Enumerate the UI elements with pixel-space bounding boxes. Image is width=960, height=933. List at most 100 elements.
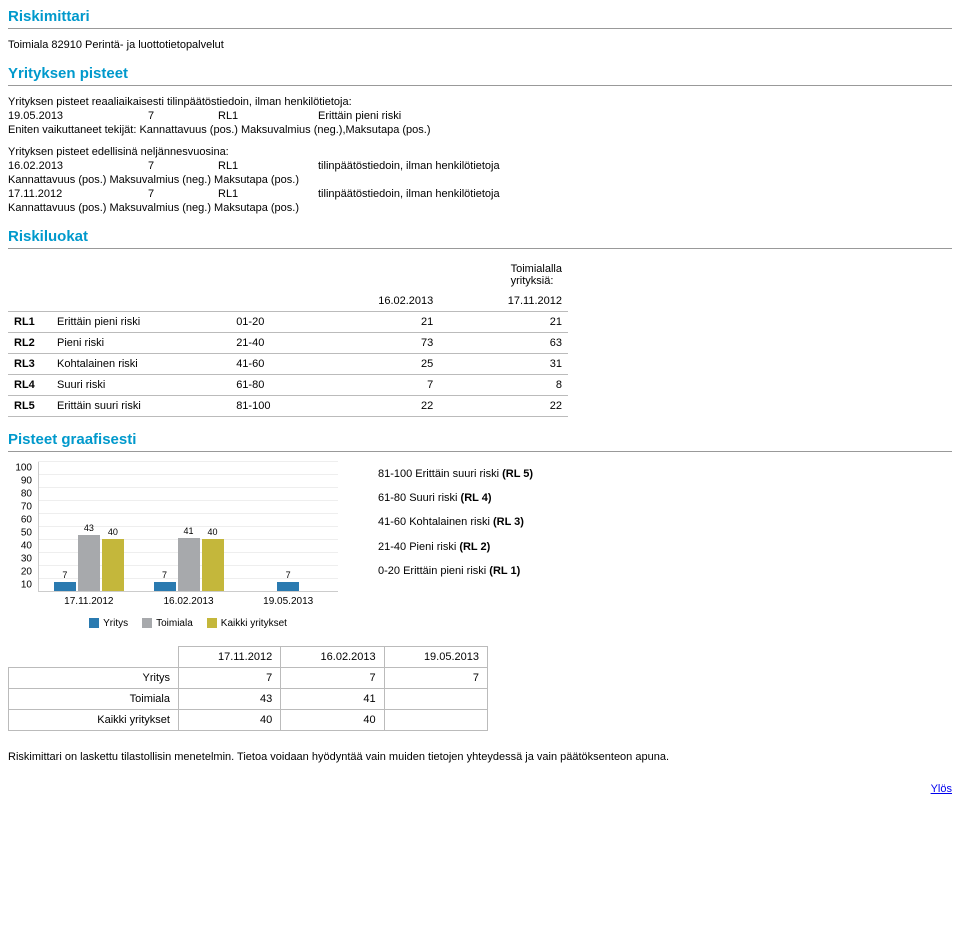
bar-yritys: 7: [54, 582, 76, 591]
pts-row-label: Yritys: [9, 668, 179, 689]
risk-range: 21-40: [230, 333, 310, 354]
risk-code: RL5: [8, 396, 51, 417]
y-tick: 60: [8, 515, 32, 526]
risk-range: 01-20: [230, 312, 310, 333]
bar-value-label: 43: [78, 523, 100, 533]
risk-name: Kohtalainen riski: [51, 354, 230, 375]
bar-value-label: 7: [277, 570, 299, 580]
risk-band-row: 21-40 Pieni riski (RL 2): [378, 535, 533, 559]
section-pisteet-graafisesti: Pisteet graafisesti: [8, 431, 952, 452]
risk-date-1: 16.02.2013: [311, 291, 440, 312]
legend-item: Toimiala: [142, 618, 193, 629]
bar-yritys: 7: [154, 582, 176, 591]
score: 7: [148, 110, 218, 122]
footnote: Riskimittari on laskettu tilastollisin m…: [8, 751, 952, 763]
bar-value-label: 40: [202, 527, 224, 537]
table-row: RL4Suuri riski61-8078: [8, 375, 568, 396]
risk-name: Erittäin pieni riski: [51, 312, 230, 333]
bar-group: 7434017.11.2012: [39, 462, 139, 591]
score: 7: [148, 188, 218, 200]
date: 19.05.2013: [8, 110, 148, 122]
rl: RL1: [218, 188, 318, 200]
risk-header: Toimialalla yrityksiä:: [311, 259, 568, 291]
pts-cell: 7: [179, 668, 281, 689]
pts-row-label: Kaikki yritykset: [9, 710, 179, 731]
risk-code: RL4: [8, 375, 51, 396]
pts-cell: 40: [179, 710, 281, 731]
score-row-q2: 17.11.2012 7 RL1 tilinpäätöstiedoin, ilm…: [8, 188, 952, 200]
risk-name: Pieni riski: [51, 333, 230, 354]
factors-now: Eniten vaikuttaneet tekijät: Kannattavuu…: [8, 124, 952, 136]
risk-band-row: 0-20 Erittäin pieni riski (RL 1): [378, 559, 533, 583]
pts-col-header: 19.05.2013: [384, 647, 487, 668]
risk-range: 81-100: [230, 396, 310, 417]
table-row: RL3Kohtalainen riski41-602531: [8, 354, 568, 375]
risk-code: RL3: [8, 354, 51, 375]
risk-class-table: Toimialalla yrityksiä: 16.02.2013 17.11.…: [8, 259, 568, 417]
risk-band-legend: 81-100 Erittäin suuri riski (RL 5)61-80 …: [378, 462, 533, 583]
pts-cell: 41: [281, 689, 384, 710]
y-tick: 40: [8, 541, 32, 552]
points-bar-chart: 102030405060708090100 7434017.11.2012741…: [8, 462, 338, 632]
score-row-now: 19.05.2013 7 RL1 Erittäin pieni riski: [8, 110, 952, 122]
toimiala-line: Toimiala 82910 Perintä- ja luottotietopa…: [8, 39, 952, 51]
desc: Erittäin pieni riski: [318, 110, 952, 122]
risk-v2: 31: [439, 354, 568, 375]
risk-range: 41-60: [230, 354, 310, 375]
risk-code: RL1: [8, 312, 51, 333]
up-link[interactable]: Ylös: [931, 783, 952, 795]
score-row-q1: 16.02.2013 7 RL1 tilinpäätöstiedoin, ilm…: [8, 160, 952, 172]
table-row: Kaikki yritykset4040: [9, 710, 488, 731]
risk-range: 61-80: [230, 375, 310, 396]
x-label: 16.02.2013: [139, 596, 239, 607]
risk-v1: 22: [311, 396, 440, 417]
y-tick: 100: [8, 463, 32, 474]
date: 17.11.2012: [8, 188, 148, 200]
table-row: RL1Erittäin pieni riski01-202121: [8, 312, 568, 333]
bar-kaikki: 40: [202, 539, 224, 591]
table-row: Yritys777: [9, 668, 488, 689]
pts-col-header: 16.02.2013: [281, 647, 384, 668]
y-tick: 10: [8, 580, 32, 591]
risk-v1: 73: [311, 333, 440, 354]
section-riskimittari: Riskimittari: [8, 8, 952, 29]
bar-toimiala: 41: [178, 538, 200, 591]
pts-cell: [384, 710, 487, 731]
pts-cell: 7: [281, 668, 384, 689]
bar-value-label: 7: [154, 570, 176, 580]
desc: tilinpäätöstiedoin, ilman henkilötietoja: [318, 188, 952, 200]
risk-v1: 7: [311, 375, 440, 396]
pts-col-header: 17.11.2012: [179, 647, 281, 668]
risk-date-2: 17.11.2012: [439, 291, 568, 312]
risk-v1: 21: [311, 312, 440, 333]
bar-value-label: 40: [102, 527, 124, 537]
desc: tilinpäätöstiedoin, ilman henkilötietoja: [318, 160, 952, 172]
rl: RL1: [218, 160, 318, 172]
realtime-line: Yrityksen pisteet reaaliaikaisesti tilin…: [8, 96, 952, 108]
risk-v2: 21: [439, 312, 568, 333]
risk-v2: 8: [439, 375, 568, 396]
risk-band-row: 81-100 Erittäin suuri riski (RL 5): [378, 462, 533, 486]
prev-quarters-line: Yrityksen pisteet edellisinä neljännesvu…: [8, 146, 952, 158]
y-tick: 90: [8, 476, 32, 487]
table-row: RL2Pieni riski21-407363: [8, 333, 568, 354]
legend-item: Kaikki yritykset: [207, 618, 287, 629]
section-riskiluokat: Riskiluokat: [8, 228, 952, 249]
pts-cell: [384, 689, 487, 710]
factors-q1: Kannattavuus (pos.) Maksuvalmius (neg.) …: [8, 174, 952, 186]
y-tick: 30: [8, 554, 32, 565]
pts-cell: 43: [179, 689, 281, 710]
bar-yritys: 7: [277, 582, 299, 591]
x-label: 19.05.2013: [238, 596, 338, 607]
pts-cell: 7: [384, 668, 487, 689]
bar-toimiala: 43: [78, 535, 100, 591]
risk-v2: 63: [439, 333, 568, 354]
points-table: 17.11.201216.02.201319.05.2013 Yritys777…: [8, 646, 488, 731]
factors-q2: Kannattavuus (pos.) Maksuvalmius (neg.) …: [8, 202, 952, 214]
y-tick: 80: [8, 489, 32, 500]
y-tick: 20: [8, 567, 32, 578]
risk-band-row: 41-60 Kohtalainen riski (RL 3): [378, 510, 533, 534]
date: 16.02.2013: [8, 160, 148, 172]
rl: RL1: [218, 110, 318, 122]
bar-kaikki: 40: [102, 539, 124, 591]
